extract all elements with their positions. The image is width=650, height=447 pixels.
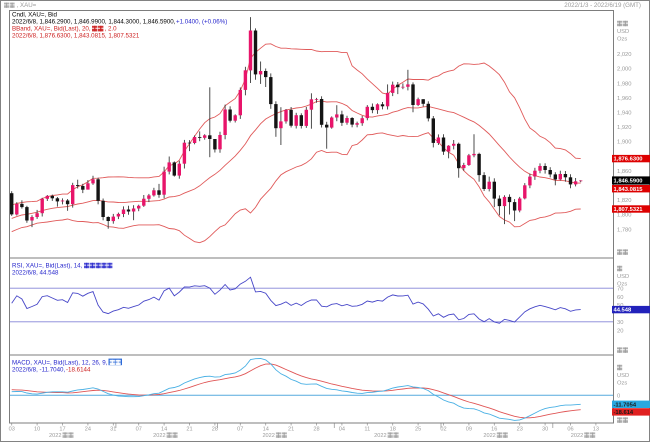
svg-text:USD: USD bbox=[617, 373, 629, 379]
svg-text:1,876.6300: 1,876.6300 bbox=[614, 157, 643, 163]
svg-text:14: 14 bbox=[161, 426, 167, 432]
svg-text:09: 09 bbox=[466, 426, 472, 432]
svg-text:1,820: 1,820 bbox=[617, 198, 632, 204]
svg-text:44.548: 44.548 bbox=[614, 308, 633, 314]
svg-text:24: 24 bbox=[85, 426, 91, 432]
svg-text:70: 70 bbox=[617, 286, 623, 292]
svg-text:+1.0400, (+0.06%): +1.0400, (+0.06%) bbox=[176, 19, 227, 26]
svg-text:20: 20 bbox=[617, 328, 623, 334]
svg-text:, 2.0: , 2.0 bbox=[105, 26, 118, 33]
svg-text:-18.614: -18.614 bbox=[614, 410, 634, 416]
svg-text:02: 02 bbox=[440, 426, 446, 432]
svg-text:2022: 2022 bbox=[153, 433, 165, 439]
svg-text:17: 17 bbox=[59, 426, 65, 432]
svg-text:Cndl, XAU=, Bid: Cndl, XAU=, Bid bbox=[12, 12, 57, 19]
svg-text:2,020: 2,020 bbox=[617, 52, 632, 58]
svg-text:2022/6/8, 1,846.2900, 1,846.99: 2022/6/8, 1,846.2900, 1,846.9900, 1,844.… bbox=[12, 19, 176, 26]
svg-text:2022: 2022 bbox=[262, 433, 274, 439]
svg-text:USD: USD bbox=[617, 29, 629, 35]
svg-text:60: 60 bbox=[617, 295, 623, 301]
svg-text:03: 03 bbox=[9, 426, 15, 432]
svg-text:1,843.0815: 1,843.0815 bbox=[614, 187, 644, 193]
svg-text:Ozs: Ozs bbox=[617, 380, 627, 386]
svg-text:2,000: 2,000 bbox=[617, 67, 632, 73]
svg-text:2022: 2022 bbox=[374, 433, 386, 439]
svg-text:2022: 2022 bbox=[483, 433, 495, 439]
svg-text:1,846.5900: 1,846.5900 bbox=[614, 179, 643, 185]
svg-text:2022: 2022 bbox=[571, 433, 583, 439]
svg-text:30: 30 bbox=[617, 320, 623, 326]
svg-text:2022/6/8, 44.548: 2022/6/8, 44.548 bbox=[12, 269, 59, 276]
svg-text:2022/1/3 - 2022/6/19 (GMT): 2022/1/3 - 2022/6/19 (GMT) bbox=[564, 2, 641, 9]
svg-text:10: 10 bbox=[34, 426, 40, 432]
svg-text:06: 06 bbox=[567, 426, 573, 432]
svg-text:21: 21 bbox=[288, 426, 294, 432]
svg-text:, XAU=: , XAU= bbox=[17, 2, 37, 9]
svg-text:Ozs: Ozs bbox=[617, 281, 627, 287]
svg-text:28: 28 bbox=[212, 426, 218, 432]
svg-text:2022/6/8, -11.7040,: 2022/6/8, -11.7040, bbox=[12, 366, 65, 373]
svg-text:18: 18 bbox=[390, 426, 396, 432]
svg-text:1,920: 1,920 bbox=[617, 125, 632, 131]
svg-text:16: 16 bbox=[491, 426, 497, 432]
svg-text:1,960: 1,960 bbox=[617, 96, 632, 102]
svg-text:1,900: 1,900 bbox=[617, 140, 632, 146]
svg-text:0: 0 bbox=[617, 393, 620, 399]
svg-text:-18.6144: -18.6144 bbox=[66, 366, 91, 373]
svg-text:1,940: 1,940 bbox=[617, 111, 632, 117]
svg-text:31: 31 bbox=[110, 426, 116, 432]
svg-text:MACD, XAU=, Bid(Last), 12, 26,: MACD, XAU=, Bid(Last), 12, 26, 9, bbox=[12, 359, 108, 366]
svg-text:2022/6/8, 1,876.6300, 1,843.08: 2022/6/8, 1,876.6300, 1,843.0815, 1,807.… bbox=[12, 33, 140, 40]
svg-text:Ozs: Ozs bbox=[617, 36, 627, 42]
svg-text:1,860: 1,860 bbox=[617, 169, 632, 175]
svg-text:14: 14 bbox=[263, 426, 269, 432]
svg-text:2022: 2022 bbox=[49, 433, 61, 439]
svg-text:21: 21 bbox=[186, 426, 192, 432]
svg-text:28: 28 bbox=[313, 426, 319, 432]
svg-text:07: 07 bbox=[136, 426, 142, 432]
svg-text:BBand, XAU=, Bid(Last), 20,: BBand, XAU=, Bid(Last), 20, bbox=[12, 26, 91, 33]
svg-text:-11.7054: -11.7054 bbox=[614, 402, 637, 408]
svg-text:07: 07 bbox=[237, 426, 243, 432]
svg-text:13: 13 bbox=[593, 426, 599, 432]
svg-text:RSI, XAU=, Bid(Last), 14,: RSI, XAU=, Bid(Last), 14, bbox=[12, 262, 83, 269]
svg-text:1,807.5321: 1,807.5321 bbox=[614, 207, 644, 213]
svg-text:11: 11 bbox=[364, 426, 370, 432]
svg-text:1,980: 1,980 bbox=[617, 81, 632, 87]
svg-text:USD: USD bbox=[617, 274, 629, 280]
svg-text:1,780: 1,780 bbox=[617, 227, 632, 233]
svg-text:04: 04 bbox=[339, 426, 345, 432]
svg-text:23: 23 bbox=[517, 426, 523, 432]
svg-text:25: 25 bbox=[415, 426, 421, 432]
svg-text:30: 30 bbox=[542, 426, 548, 432]
svg-text:1,800: 1,800 bbox=[617, 213, 632, 219]
